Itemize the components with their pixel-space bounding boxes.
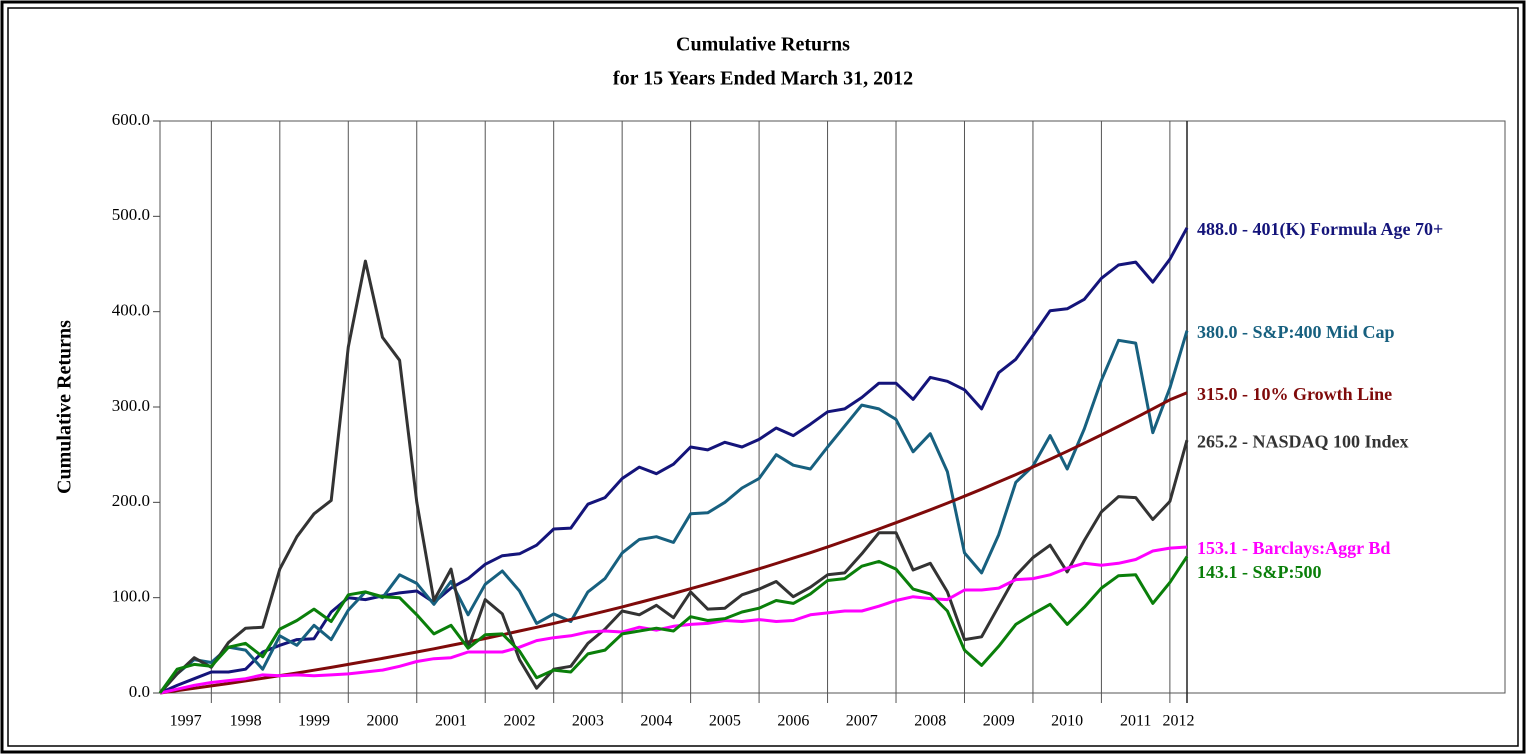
legend-entry: 380.0 - S&P:400 Mid Cap: [1197, 322, 1395, 342]
y-tick-label: 400.0: [112, 301, 150, 320]
x-tick-label: 1998: [230, 713, 262, 730]
x-tick-label: 2012: [1162, 713, 1194, 730]
x-tick-label: 2010: [1051, 713, 1083, 730]
y-tick-label: 0.0: [129, 682, 150, 701]
series-line: [159, 545, 1188, 695]
y-axis-label: Cumulative Returns: [54, 320, 76, 494]
series-line: [158, 259, 1189, 695]
legend-entry: 265.2 - NASDAQ 100 Index: [1197, 431, 1409, 451]
series-line: [158, 330, 1189, 695]
chart-subtitle: for 15 Years Ended March 31, 2012: [613, 68, 913, 90]
legend-entry: 488.0 - 401(K) Formula Age 70+: [1197, 219, 1443, 240]
chart-title: Cumulative Returns: [676, 34, 850, 56]
x-tick-label: 2002: [503, 713, 535, 730]
x-tick-label: 2004: [640, 713, 672, 730]
x-tick-label: 2007: [846, 713, 878, 730]
y-tick-label: 300.0: [112, 396, 150, 415]
y-tick-label: 100.0: [112, 587, 150, 606]
series-line: [159, 227, 1189, 695]
y-tick-label: 200.0: [112, 491, 150, 510]
x-tick-label: 2009: [983, 713, 1015, 730]
legend-entry: 143.1 - S&P:500: [1197, 562, 1322, 582]
legend-entry: 315.0 - 10% Growth Line: [1197, 384, 1392, 404]
x-tick-label: 2011: [1120, 713, 1151, 730]
legend-entry: 153.1 - Barclays:Aggr Bd: [1197, 538, 1390, 558]
x-tick-label: 2006: [777, 713, 809, 730]
x-tick-label: 2008: [914, 713, 946, 730]
inner-frame: [7, 7, 1519, 747]
plot-frame: [159, 120, 1506, 694]
series-line: [158, 555, 1189, 694]
series-line: [159, 391, 1188, 695]
y-tick-label: 600.0: [112, 110, 150, 129]
x-tick-label: 2000: [367, 713, 399, 730]
x-tick-label: 1999: [298, 713, 330, 730]
x-tick-label: 2005: [709, 713, 741, 730]
x-tick-label: 1997: [170, 713, 202, 730]
x-tick-label: 2003: [572, 713, 604, 730]
y-tick-label: 500.0: [112, 205, 150, 224]
x-tick-label: 2001: [435, 713, 467, 730]
